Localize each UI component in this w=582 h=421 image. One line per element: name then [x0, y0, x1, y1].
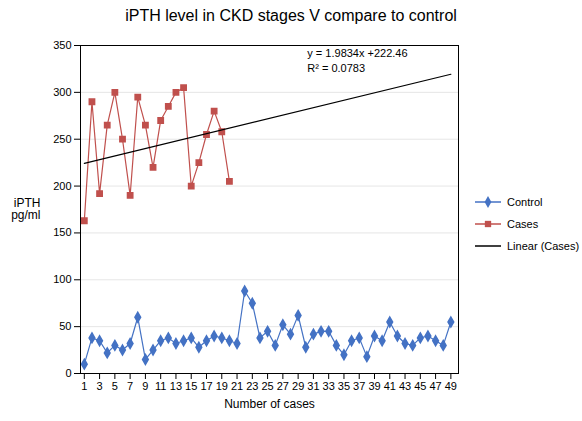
- svg-text:11: 11: [155, 380, 166, 392]
- svg-text:31: 31: [307, 380, 319, 392]
- svg-text:27: 27: [277, 380, 289, 392]
- svg-text:23: 23: [246, 380, 258, 392]
- svg-text:200: 200: [53, 180, 71, 192]
- svg-text:39: 39: [368, 380, 380, 392]
- svg-text:9: 9: [142, 380, 148, 392]
- svg-text:17: 17: [200, 380, 212, 392]
- svg-text:7: 7: [127, 380, 133, 392]
- svg-text:250: 250: [53, 133, 71, 145]
- svg-text:350: 350: [53, 39, 71, 51]
- svg-text:21: 21: [231, 380, 243, 392]
- svg-text:150: 150: [53, 226, 71, 238]
- svg-text:300: 300: [53, 86, 71, 98]
- html-text:Cases: Cases: [507, 218, 539, 230]
- svg-text:13: 13: [170, 380, 182, 392]
- svg-text:Number of cases: Number of cases: [224, 397, 315, 411]
- html-text:Control: Control: [507, 196, 543, 208]
- svg-text:15: 15: [185, 380, 197, 392]
- html-text:Linear (Cases): Linear (Cases): [507, 240, 580, 252]
- svg-text:45: 45: [414, 380, 426, 392]
- svg-text:43: 43: [399, 380, 411, 392]
- svg-text:37: 37: [353, 380, 365, 392]
- svg-text:33: 33: [323, 380, 335, 392]
- svg-text:100: 100: [53, 273, 71, 285]
- html-text:iPTH level in CKD stages V com: iPTH level in CKD stages V compare to co…: [125, 7, 457, 24]
- svg-text:49: 49: [445, 380, 457, 392]
- svg-text:25: 25: [261, 380, 273, 392]
- svg-text:0: 0: [65, 367, 71, 379]
- svg-text:1: 1: [81, 380, 87, 392]
- svg-text:5: 5: [112, 380, 118, 392]
- svg-text:3: 3: [97, 380, 103, 392]
- svg-text:50: 50: [59, 320, 71, 332]
- svg-text:iPTHpg/ml: iPTHpg/ml: [11, 196, 40, 222]
- svg-text:19: 19: [216, 380, 228, 392]
- svg-text:R² = 0.0783: R² = 0.0783: [307, 62, 365, 74]
- svg-text:29: 29: [292, 380, 304, 392]
- svg-text:41: 41: [384, 380, 396, 392]
- svg-text:47: 47: [429, 380, 441, 392]
- svg-text:35: 35: [338, 380, 350, 392]
- svg-text:y = 1.9834x +222.46: y = 1.9834x +222.46: [307, 47, 407, 59]
